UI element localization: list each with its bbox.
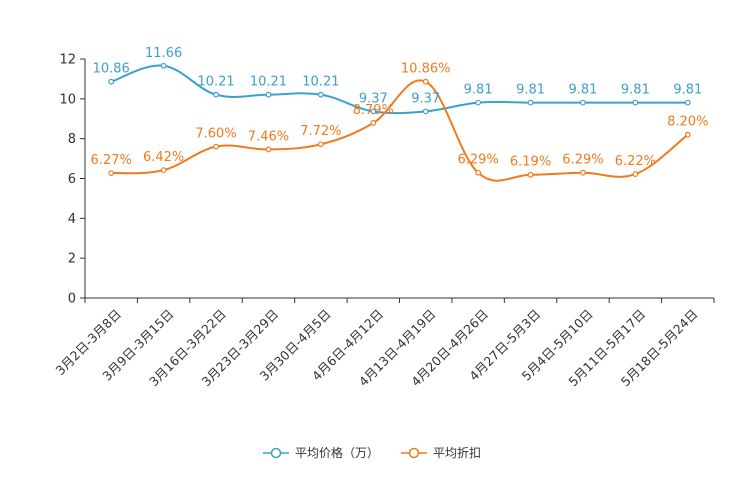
data-label-series-0: 10.21 [250, 75, 287, 90]
data-point-series-1 [422, 78, 429, 85]
y-tick-label: 10 [59, 92, 76, 107]
data-label-series-0: 10.86 [93, 62, 130, 77]
data-point-series-0 [370, 108, 377, 115]
legend-price-label: 平均价格（万） [294, 446, 379, 460]
series-line-0 [110, 64, 688, 115]
data-label-series-1: 8.79% [353, 103, 394, 118]
data-point-series-0 [527, 99, 534, 106]
data-label-series-0: 9.81 [568, 83, 597, 98]
legend-discount-label: 平均折扣 [433, 446, 482, 460]
data-point-series-1 [475, 169, 482, 176]
data-point-series-1 [160, 167, 167, 174]
data-label-series-1: 10.86% [401, 62, 451, 77]
data-point-series-0 [213, 91, 219, 98]
legend-item-discount[interactable]: 平均折扣 [401, 444, 481, 461]
data-point-series-1 [317, 141, 324, 148]
data-point-series-0 [684, 99, 691, 106]
chart-series [108, 62, 691, 182]
data-point-series-0 [632, 99, 639, 106]
data-point-series-0 [265, 91, 272, 98]
legend: 平均价格（万） 平均折扣 [0, 444, 744, 461]
y-tick-label: 4 [68, 212, 76, 227]
data-label-series-0: 10.21 [302, 75, 339, 90]
y-tick-label: 0 [68, 292, 76, 307]
data-label-series-0: 10.21 [197, 75, 234, 90]
data-point-series-1 [370, 120, 377, 126]
data-label-series-1: 7.46% [248, 129, 289, 144]
legend-item-price[interactable]: 平均价格（万） [262, 444, 379, 461]
data-label-series-0: 9.81 [673, 83, 702, 98]
data-point-series-1 [632, 171, 639, 178]
data-label-series-1: 7.72% [300, 124, 341, 139]
legend-price-marker [262, 447, 289, 458]
data-label-series-0: 9.81 [516, 83, 545, 98]
data-label-series-0: 11.66 [145, 46, 182, 61]
data-point-series-1 [527, 171, 534, 178]
data-label-series-0: 9.37 [359, 91, 388, 106]
data-label-series-0: 9.37 [411, 91, 440, 106]
data-point-series-1 [108, 170, 115, 177]
data-point-series-1 [213, 143, 219, 150]
data-point-series-1 [684, 131, 691, 138]
data-label-series-1: 6.29% [562, 153, 603, 168]
data-label-series-1: 8.20% [667, 115, 708, 130]
y-tick-label: 2 [68, 252, 76, 267]
data-point-series-0 [475, 99, 482, 106]
data-label-series-1: 6.27% [91, 153, 132, 168]
line-chart: 0246810123月2日-3月8日3月9日-3月15日3月16日-3月22日3… [52, 46, 715, 389]
data-label-series-0: 9.81 [464, 83, 493, 98]
data-label-series-0: 9.81 [621, 83, 650, 98]
data-label-series-1: 6.42% [143, 150, 184, 165]
data-point-series-1 [580, 169, 586, 176]
y-tick-label: 6 [68, 172, 76, 187]
chart-data-labels: 10.86 11.66 10.21 10.21 10.21 9.37 9.37 9.81 9.8… [91, 46, 709, 170]
data-label-series-1: 6.19% [510, 155, 551, 170]
data-point-series-0 [160, 62, 167, 69]
y-tick-label: 8 [68, 132, 76, 147]
data-label-series-1: 7.60% [195, 127, 236, 142]
data-point-series-1 [265, 146, 272, 153]
data-point-series-0 [422, 108, 429, 115]
data-point-series-0 [317, 91, 324, 98]
y-tick-label: 12 [59, 53, 76, 68]
data-label-series-1: 6.29% [457, 153, 498, 168]
data-point-series-0 [580, 99, 586, 106]
legend-discount-marker [401, 447, 427, 458]
data-point-series-0 [108, 78, 115, 85]
data-label-series-1: 6.22% [615, 154, 656, 169]
